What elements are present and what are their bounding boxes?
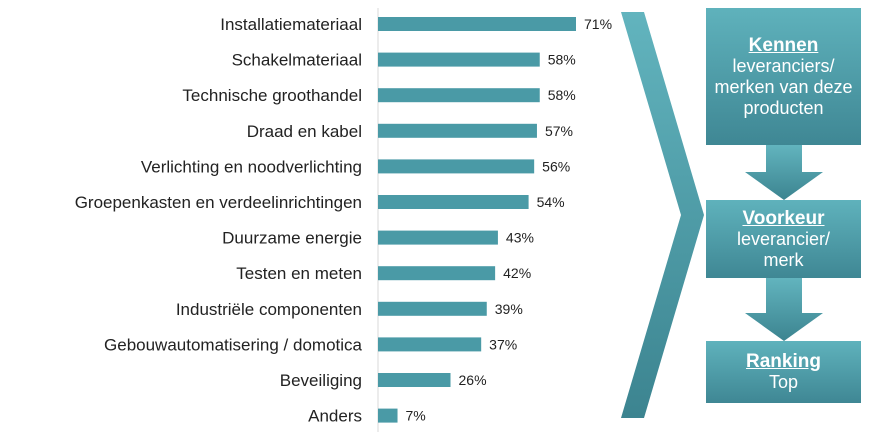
- category-label: Groepenkasten en verdeelinrichtingen: [75, 193, 362, 212]
- data-label: 43%: [506, 230, 534, 246]
- funnel-step-kennen: Kennen leveranciers/ merken van deze pro…: [706, 8, 861, 145]
- category-label: Testen en meten: [236, 264, 362, 283]
- data-label: 57%: [545, 123, 573, 139]
- chevron-bracket: [621, 12, 704, 418]
- data-label: 71%: [584, 16, 612, 32]
- bar: [378, 230, 498, 245]
- category-label: Installatiemateriaal: [220, 15, 362, 34]
- bar: [378, 266, 496, 281]
- step-title: Ranking: [746, 351, 821, 372]
- category-label: Duurzame energie: [222, 229, 362, 248]
- bar: [378, 123, 537, 138]
- category-label: Draad en kabel: [247, 122, 362, 141]
- data-label: 37%: [489, 336, 517, 352]
- arrow-down-icon: [745, 278, 823, 341]
- bar: [378, 373, 451, 387]
- funnel-step-voorkeur: Voorkeur leverancier/ merk: [706, 200, 861, 278]
- data-label: 56%: [542, 158, 570, 174]
- category-label: Industriële componenten: [176, 300, 362, 319]
- bar: [378, 337, 482, 352]
- data-label: 58%: [548, 87, 576, 103]
- bar: [378, 52, 540, 67]
- step-text: leveranciers/ merken van deze producten: [714, 55, 853, 118]
- bar: [378, 17, 576, 31]
- category-label: Beveiliging: [280, 371, 362, 390]
- data-label: 58%: [548, 52, 576, 68]
- category-label: Gebouwautomatisering / domotica: [104, 335, 363, 354]
- funnel-step-ranking: Ranking Top: [706, 341, 861, 403]
- step-text: Top: [768, 372, 799, 392]
- data-label: 7%: [406, 408, 426, 424]
- data-label: 39%: [495, 301, 523, 317]
- bar: [378, 408, 398, 423]
- bar: [378, 159, 535, 174]
- category-label: Anders: [308, 407, 362, 426]
- step-title: Voorkeur: [742, 207, 825, 229]
- bar: [378, 88, 540, 103]
- arrow-down-icon: [745, 145, 823, 200]
- category-label: Technische groothandel: [182, 86, 362, 105]
- bar: [378, 301, 487, 316]
- bar: [378, 195, 529, 209]
- data-label: 42%: [503, 265, 531, 281]
- category-label: Verlichting en noodverlichting: [141, 157, 362, 176]
- step-text: leverancier/ merk: [736, 228, 831, 270]
- data-label: 26%: [459, 372, 487, 388]
- data-label: 54%: [537, 194, 565, 210]
- step-title: Kennen: [748, 34, 819, 56]
- category-label: Schakelmateriaal: [232, 51, 362, 70]
